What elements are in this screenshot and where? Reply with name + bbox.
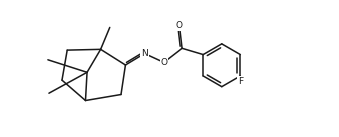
Text: O: O: [160, 58, 167, 67]
Text: O: O: [176, 21, 183, 30]
Text: F: F: [238, 77, 243, 86]
Text: N: N: [141, 49, 148, 58]
